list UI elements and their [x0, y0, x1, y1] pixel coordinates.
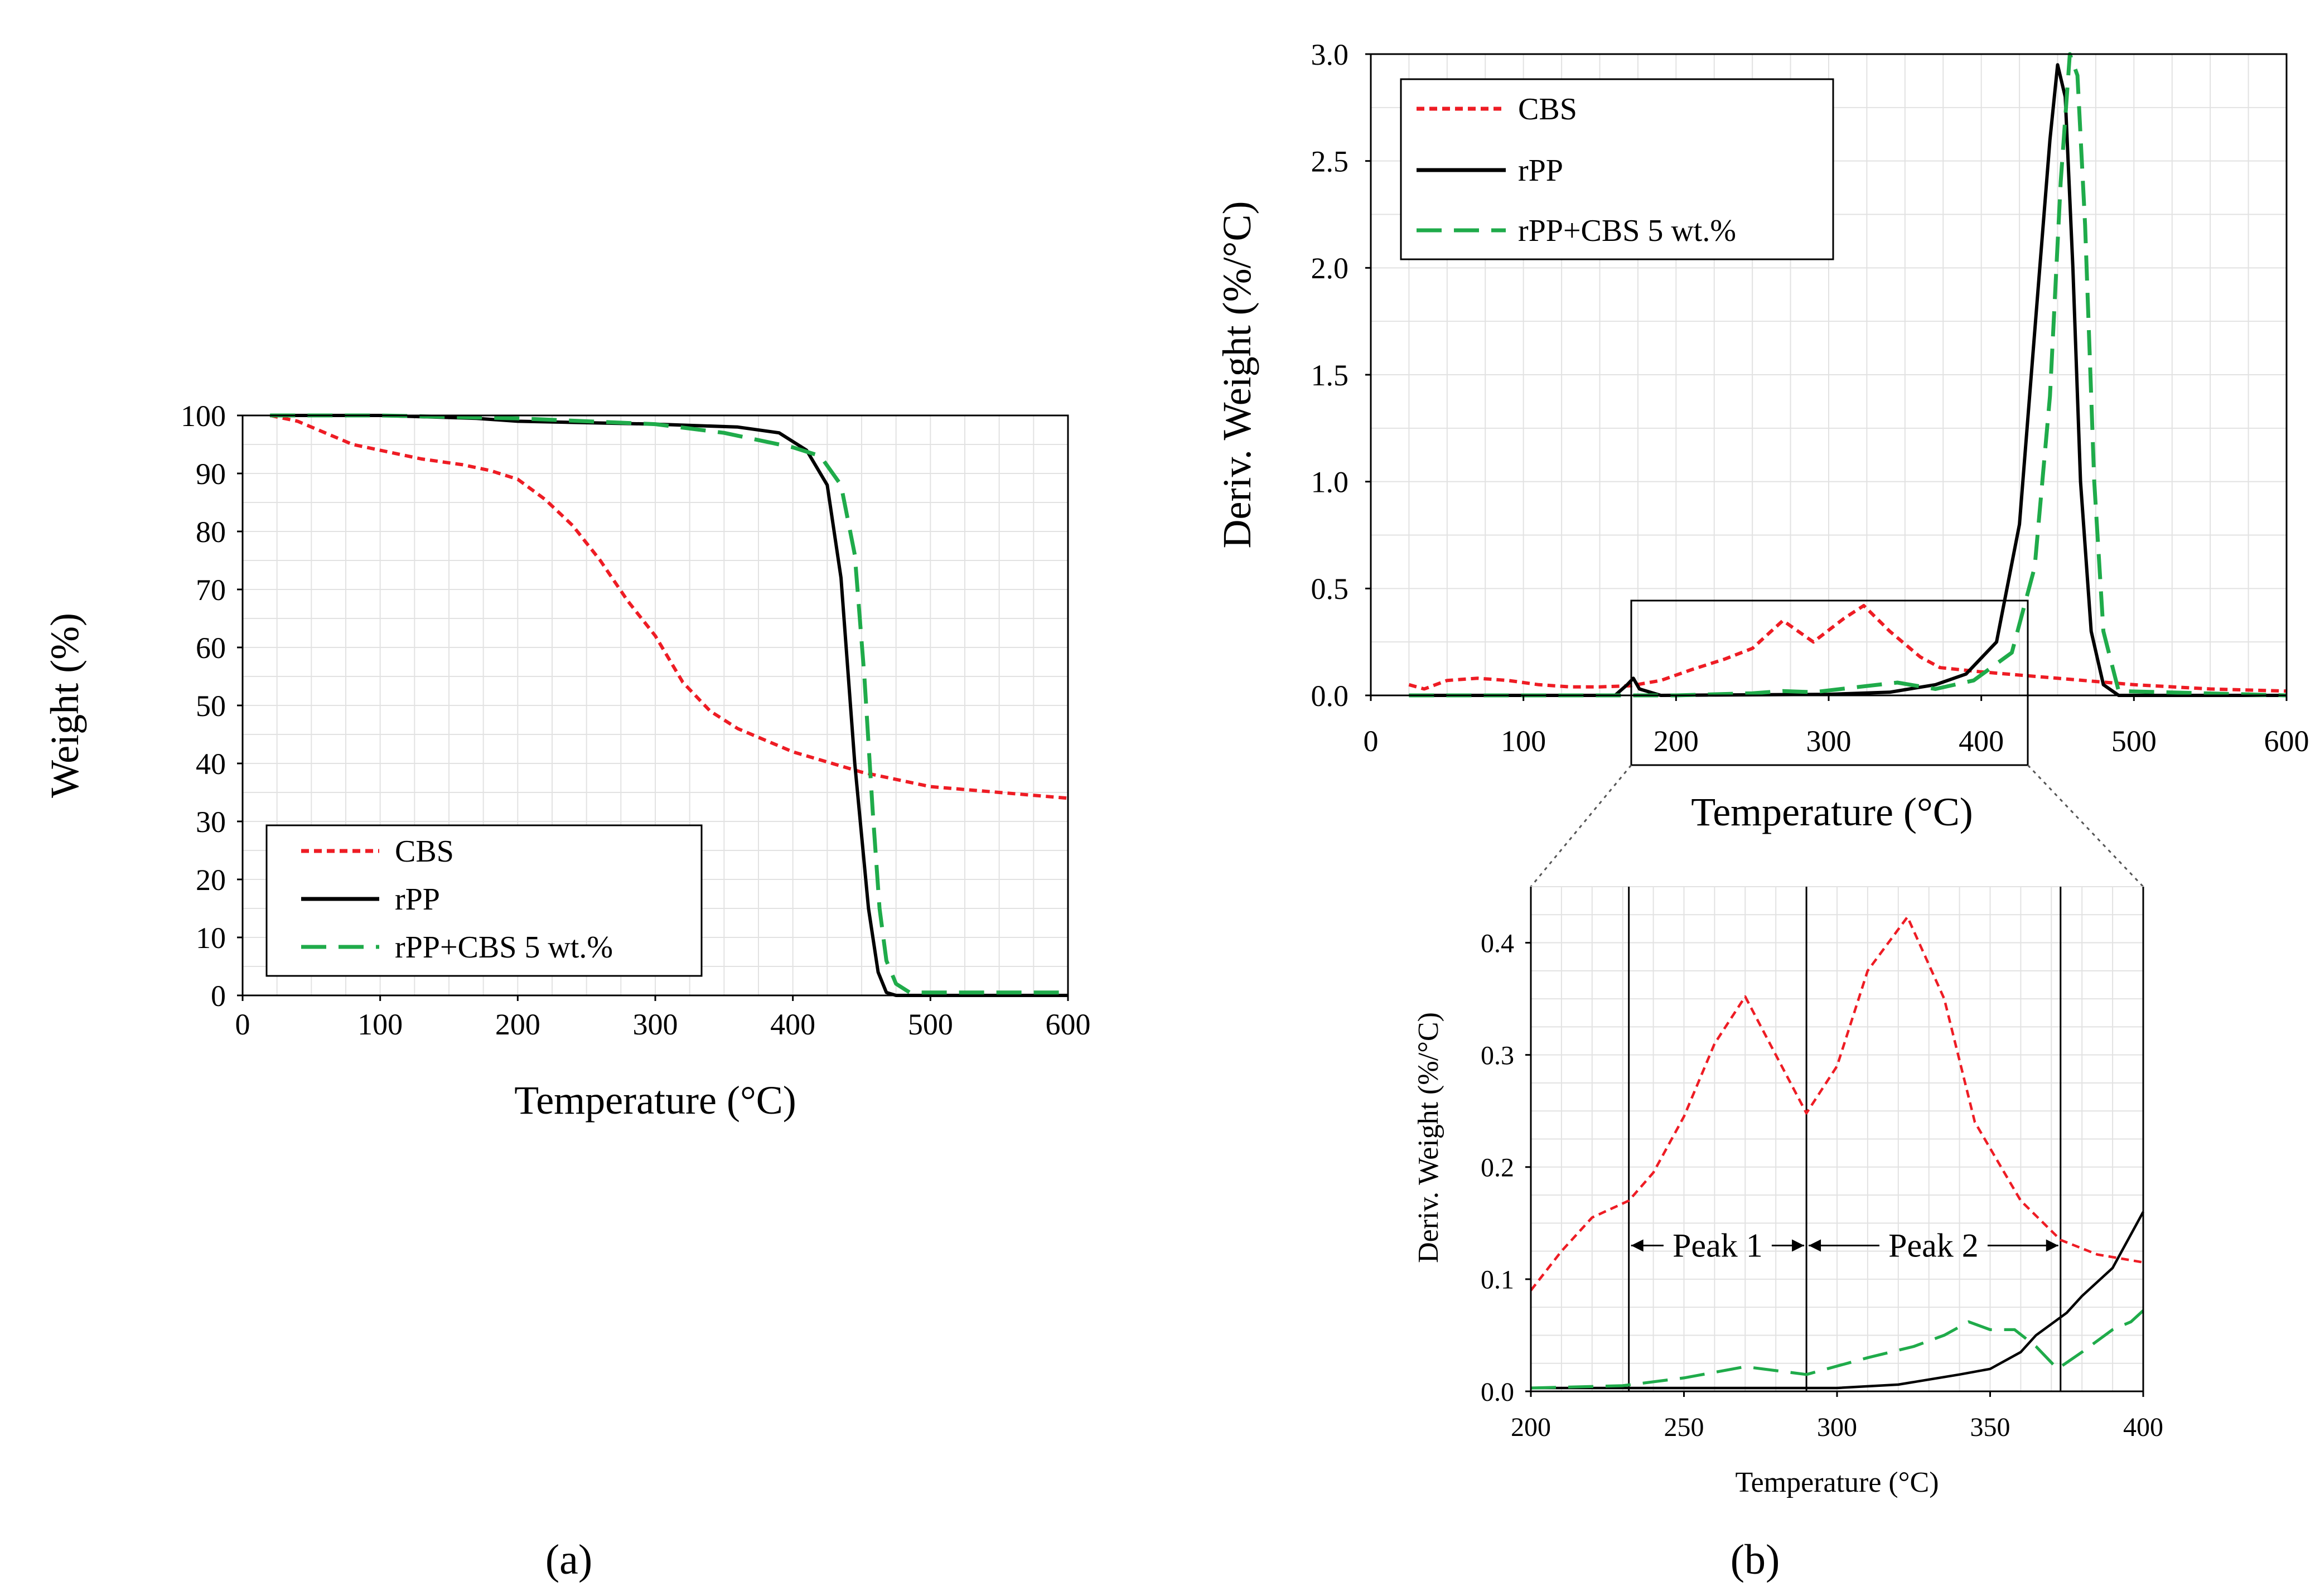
- chart-b-ytick-label: 0.5: [1311, 572, 1349, 606]
- peak-arrowhead-right-icon: [2046, 1239, 2058, 1252]
- chart-inset-peak-label: Peak 2: [1888, 1227, 1979, 1264]
- peak-arrowhead-left-icon: [1809, 1239, 1821, 1252]
- chart-a-ytick-label: 50: [196, 689, 226, 723]
- chart-b-xtick-label: 400: [1959, 724, 2004, 758]
- chart-b-legend: CBS rPP rPP+CBS 5 wt.%: [1400, 78, 1834, 260]
- chart-a-legend-label-cbs: CBS: [395, 834, 454, 869]
- chart-a-xtick-label: 0: [235, 1008, 250, 1041]
- chart-a-ytick-label: 10: [196, 921, 226, 955]
- chart-b-legend-label-rpp: rPP: [1518, 153, 1563, 188]
- chart-a-ytick-label: 60: [196, 631, 226, 665]
- chart-b-xtick-label: 100: [1501, 724, 1546, 758]
- chart-inset-xtick-label: 350: [1970, 1413, 2010, 1442]
- chart-b-series-rpp-cbs-5-wt: [1409, 52, 2287, 698]
- chart-b-xtick-label: 500: [2111, 724, 2157, 758]
- chart-b-series-rpp: [1409, 63, 2287, 697]
- chart-a-ytick-label: 100: [181, 399, 226, 433]
- zoom-connector-left: [1530, 765, 1632, 887]
- chart-a-ytick-label: 90: [196, 457, 226, 491]
- chart-inset-series: [1530, 916, 2144, 1390]
- chart-a-series-rpp-cbs-5-wt: [270, 413, 1068, 995]
- chart-b-ytick-label: 1.5: [1311, 359, 1349, 392]
- chart-inset-vertical-lines: [1628, 887, 2062, 1391]
- peak-arrowhead-left-icon: [1631, 1239, 1644, 1252]
- chart-inset-xtick-label: 200: [1511, 1413, 1551, 1442]
- chart-a-series-cbs: [269, 414, 1069, 800]
- chart-b-series: [1408, 52, 2287, 698]
- chart-b-ytick-label: 0.0: [1311, 679, 1349, 713]
- chart-b-ytick-label: 3.0: [1311, 38, 1349, 71]
- zoom-connector-right: [2027, 764, 2144, 888]
- chart-a-ytick-label: 40: [196, 747, 226, 781]
- chart-inset-ytick-label: 0.2: [1481, 1153, 1514, 1183]
- chart-a-ticks: 0 100 200 300 400 500 600 0 10 20 30 40 50 60 70 80 90 10…: [181, 399, 1091, 1041]
- chart-a-ytick-label: 0: [211, 979, 226, 1013]
- chart-a-legend-label-rpp: rPP: [395, 882, 440, 917]
- peak-arrowhead-right-icon: [1792, 1239, 1805, 1252]
- chart-inset-grid: [1530, 886, 2144, 1392]
- chart-a-ylabel: Weight (%): [42, 613, 87, 798]
- chart-a-ytick-label: 30: [196, 805, 226, 839]
- chart-b-zoom-box: [1630, 599, 2029, 766]
- chart-b-ylabel: Deriv. Weight (%/°C): [1215, 201, 1259, 549]
- chart-inset-ylabel: Deriv. Weight (%/°C): [1413, 1012, 1444, 1263]
- chart-a-ytick-label: 70: [196, 573, 226, 607]
- chart-inset-peak-2: Peak 2: [1809, 1227, 2058, 1264]
- chart-a-legend-label-blend: rPP+CBS 5 wt.%: [395, 930, 613, 965]
- chart-b-legend-label-cbs: CBS: [1518, 92, 1577, 127]
- chart-inset-series-cbs: [1530, 916, 2144, 1292]
- chart-inset-peak-1: Peak 1: [1631, 1227, 1805, 1264]
- chart-b-main: 0 100 200 300 400 500 600 0.0 0.5 1.0 1.5 2.0 2.5 3.0…: [1215, 38, 2309, 834]
- chart-b-xtick-label: 600: [2264, 724, 2309, 758]
- chart-inset-peak-annotations: Peak 1 Peak 2: [1631, 1227, 2058, 1264]
- chart-inset-ticks: 200 250 300 350 400 0.0 0.1 0.2 0.3 0.4: [1481, 928, 2163, 1442]
- chart-inset-ytick-label: 0.4: [1481, 928, 1514, 958]
- panel-label-b: (b): [1731, 1536, 1780, 1583]
- chart-a: 0 100 200 300 400 500 600 0 10 20 30 40 50 60 70 80 90 10…: [42, 399, 1091, 1123]
- chart-b-ytick-label: 1.0: [1311, 466, 1349, 499]
- chart-inset-ytick-label: 0.3: [1481, 1041, 1514, 1070]
- chart-a-xtick-label: 300: [633, 1008, 678, 1041]
- chart-a-xlabel: Temperature (°C): [514, 1078, 796, 1123]
- chart-inset-xtick-label: 400: [2123, 1413, 2163, 1442]
- chart-inset-ytick-label: 0.0: [1481, 1377, 1514, 1407]
- chart-a-legend: CBS rPP rPP+CBS 5 wt.%: [265, 824, 703, 977]
- chart-a-xtick-label: 500: [908, 1008, 953, 1041]
- panel-label-a: (a): [545, 1536, 592, 1583]
- chart-b-xlabel: Temperature (°C): [1691, 790, 1973, 834]
- chart-a-xtick-label: 600: [1046, 1008, 1091, 1041]
- chart-inset-series-rpp: [1531, 1211, 2144, 1390]
- chart-inset-xlabel: Temperature (°C): [1735, 1467, 1939, 1498]
- chart-a-ytick-label: 80: [196, 515, 226, 549]
- chart-b-xtick-label: 200: [1654, 724, 1699, 758]
- chart-b-xtick-label: 300: [1806, 724, 1852, 758]
- chart-b-ytick-label: 2.0: [1311, 252, 1349, 285]
- chart-a-xtick-label: 200: [495, 1008, 540, 1041]
- chart-inset-peak-label: Peak 1: [1673, 1227, 1763, 1264]
- chart-inset-ytick-label: 0.1: [1481, 1265, 1514, 1295]
- chart-b-ticks: 0 100 200 300 400 500 600 0.0 0.5 1.0 1.5 2.0 2.5 3.0: [1311, 38, 2309, 758]
- chart-b-ytick-label: 2.5: [1311, 145, 1349, 178]
- chart-a-xtick-label: 100: [357, 1008, 403, 1041]
- chart-a-ytick-label: 20: [196, 863, 226, 897]
- chart-inset-xtick-label: 300: [1817, 1413, 1857, 1442]
- chart-inset-xtick-label: 250: [1664, 1413, 1704, 1442]
- chart-b-xtick-label: 0: [1364, 724, 1379, 758]
- chart-inset-series-rpp-cbs-5-wt: [1530, 1309, 2144, 1390]
- chart-a-series: [269, 413, 1069, 997]
- chart-a-xtick-label: 400: [770, 1008, 815, 1041]
- chart-b-series-cbs: [1408, 604, 2287, 693]
- chart-b-legend-label-blend: rPP+CBS 5 wt.%: [1518, 214, 1736, 248]
